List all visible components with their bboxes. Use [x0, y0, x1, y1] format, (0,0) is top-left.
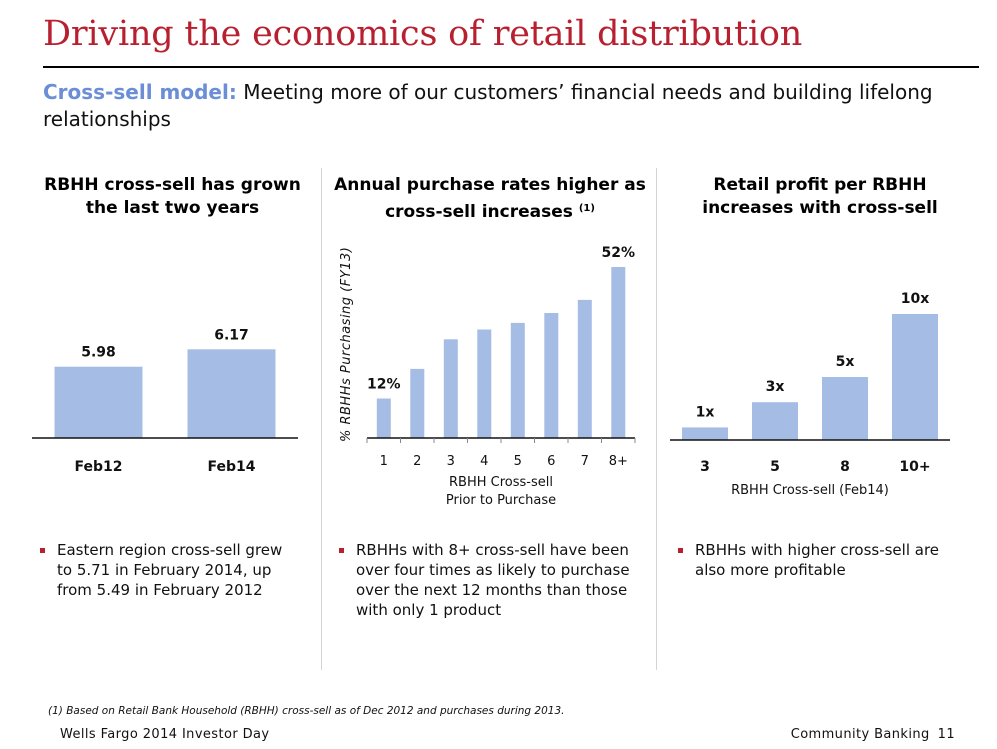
footer-event: Wells Fargo 2014 Investor Day: [60, 727, 270, 742]
chart2-tick-label: 4: [480, 454, 488, 469]
footer-section: Community Banking 11: [791, 727, 955, 742]
panel-1-bullet-text: Eastern region cross-sell grew to 5.71 i…: [57, 541, 283, 599]
page-title: Driving the economics of retail distribu…: [43, 14, 803, 54]
panel-divider-2: [656, 168, 657, 670]
panel-2-heading-text: Annual purchase rates higher as cross-se…: [334, 175, 646, 222]
panel-2-bullet-text: RBHHs with 8+ cross-sell have been over …: [356, 541, 630, 619]
panel-3-heading: Retail profit per RBHH increases with cr…: [702, 175, 938, 218]
chart1-tick-label: Feb12: [75, 459, 123, 475]
panel-1-heading: RBHH cross-sell has grown the last two y…: [44, 175, 301, 218]
chart3-tick-label: 8: [840, 459, 850, 475]
chart3-bar: [682, 427, 728, 440]
chart2-bar: [477, 329, 492, 438]
chart2-bar: [611, 267, 626, 438]
chart2-x-axis-title: RBHH Cross-sell: [449, 475, 553, 490]
chart2-tick-label: 7: [581, 454, 589, 469]
chart-cross-sell-growth: 5.98 Feb12 6.17 Feb14: [32, 327, 298, 475]
chart3-data-label: 3x: [766, 379, 785, 395]
chart2-bar: [443, 339, 458, 438]
bullet-marker: [678, 548, 683, 553]
chart2-y-axis-title: % RBHHs Purchasing (FY13): [339, 247, 354, 442]
chart2-tick-label: 8+: [609, 454, 628, 469]
bullet-marker: [339, 548, 344, 553]
chart3-bar: [822, 377, 868, 440]
panel-3-bullet-text: RBHHs with higher cross-sell are also mo…: [695, 541, 940, 579]
footer-section-name: Community Banking: [790, 727, 930, 742]
subtitle: Cross-sell model: Meeting more of our cu…: [43, 79, 973, 133]
chart2-data-label: 12%: [367, 377, 401, 393]
chart2-tick-label: 3: [447, 454, 455, 469]
subtitle-text: Meeting more of our customers’ financial…: [43, 80, 933, 131]
chart-purchase-rates: 12% 1 2 3 4 5 6 7 52% 8+ % RBHHs Purchasing (FY13)…: [339, 245, 636, 508]
chart3-data-label: 1x: [696, 404, 715, 420]
chart-retail-profit: 1x 3 3x 5 5x 8 10x 10+ RBHH Cross-sell (Feb14): [670, 291, 950, 498]
chart2-bar: [544, 313, 559, 438]
bullet-marker: [40, 548, 45, 553]
chart3-bar: [892, 314, 938, 440]
panel-2-heading: Annual purchase rates higher as cross-se…: [326, 174, 654, 224]
chart3-x-axis-title: RBHH Cross-sell (Feb14): [731, 483, 889, 498]
chart2-bar: [577, 299, 592, 438]
chart2-tick-label: 5: [514, 454, 522, 469]
panel-1-bullet: Eastern region cross-sell grew to 5.71 i…: [40, 540, 295, 600]
chart2-tick-label: 1: [380, 454, 388, 469]
chart2-x-axis-title: Prior to Purchase: [446, 493, 556, 508]
chart1-bar: [54, 366, 143, 438]
panel-3-bullet: RBHHs with higher cross-sell are also mo…: [678, 540, 968, 580]
chart1-data-label: 5.98: [81, 345, 116, 361]
chart2-data-label: 52%: [602, 245, 636, 261]
chart1-tick-label: Feb14: [208, 459, 256, 475]
chart2-tick-label: 6: [547, 454, 555, 469]
panel-2-bullet: RBHHs with 8+ cross-sell have been over …: [339, 540, 651, 620]
chart3-data-label: 10x: [901, 291, 930, 307]
panel-divider-1: [321, 168, 322, 670]
panel-2-heading-note: (1): [578, 203, 595, 214]
chart2-tick-label: 2: [413, 454, 421, 469]
title-rule: [43, 66, 979, 68]
page-number: 11: [937, 727, 955, 742]
chart3-tick-label: 10+: [899, 459, 930, 475]
chart1-data-label: 6.17: [214, 327, 249, 343]
chart2-bar: [410, 368, 425, 438]
chart1-bar: [187, 349, 276, 438]
chart2-bar: [510, 322, 525, 438]
chart3-bar: [752, 402, 798, 440]
subtitle-lead: Cross-sell model:: [43, 80, 237, 104]
chart3-tick-label: 3: [700, 459, 710, 475]
chart2-bar: [376, 398, 391, 438]
chart3-data-label: 5x: [836, 354, 855, 370]
chart3-tick-label: 5: [770, 459, 780, 475]
footnote: (1) Based on Retail Bank Household (RBHH…: [48, 705, 565, 717]
